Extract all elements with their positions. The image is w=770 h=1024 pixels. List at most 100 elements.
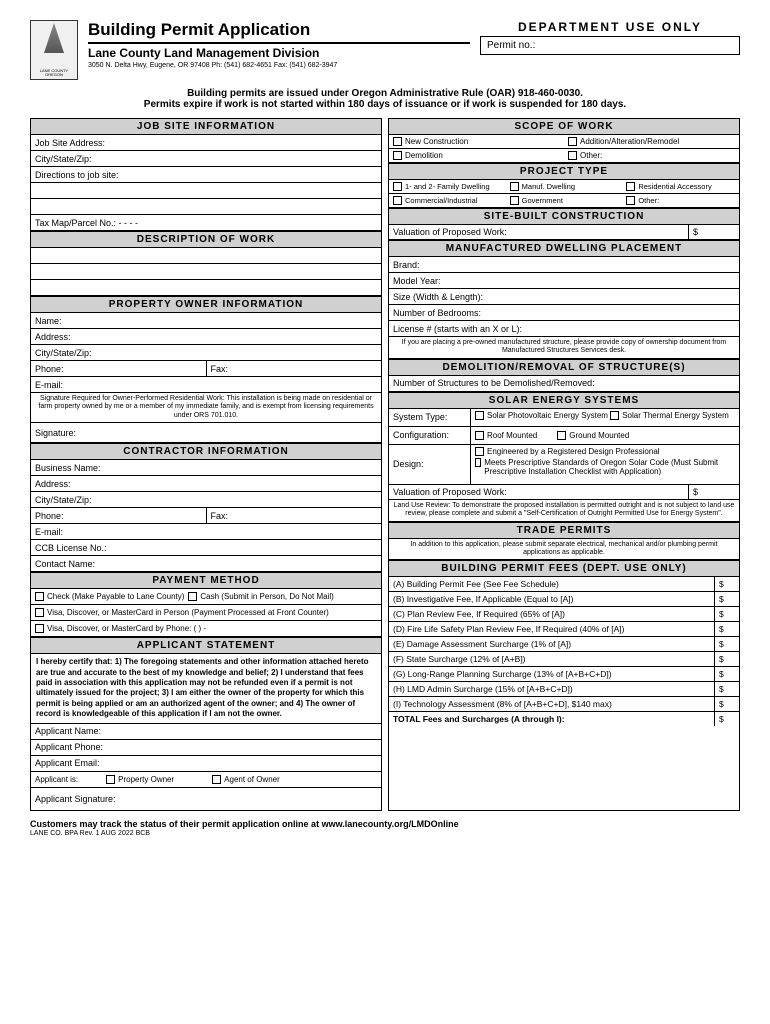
contractor-ccb[interactable]: CCB License No.: bbox=[31, 540, 381, 556]
fee-a: (A) Building Permit Fee (See Fee Schedul… bbox=[389, 577, 739, 592]
applicant-is-label: Applicant is: bbox=[35, 775, 78, 784]
contractor-phone[interactable]: Phone: bbox=[31, 508, 207, 524]
logo-tree-icon bbox=[44, 23, 64, 53]
owner-csz[interactable]: City/State/Zip: bbox=[31, 345, 381, 361]
pay-cash[interactable]: Cash (Submit in Person, Do Not Mail) bbox=[188, 592, 333, 601]
fee-c-amt[interactable]: $ bbox=[715, 607, 739, 621]
job-dir-blank1[interactable] bbox=[31, 183, 381, 199]
fee-d-amt[interactable]: $ bbox=[715, 622, 739, 636]
fee-d: (D) Fire Life Safety Plan Review Fee, If… bbox=[389, 622, 739, 637]
job-csz[interactable]: City/State/Zip: bbox=[31, 151, 381, 167]
pay-card-person[interactable]: Visa, Discover, or MasterCard in Person … bbox=[35, 608, 329, 617]
contractor-address[interactable]: Address: bbox=[31, 476, 381, 492]
fee-b-amt[interactable]: $ bbox=[715, 592, 739, 606]
logo: LANE COUNTY OREGON bbox=[30, 20, 78, 80]
contractor-email[interactable]: E-mail: bbox=[31, 524, 381, 540]
manuf-size[interactable]: Size (Width & Length): bbox=[389, 289, 739, 305]
solar-meets[interactable]: Meets Prescriptive Standards of Oregon S… bbox=[475, 458, 735, 476]
solar-ground[interactable]: Ground Mounted bbox=[557, 431, 629, 440]
demo-num[interactable]: Number of Structures to be Demolished/Re… bbox=[389, 376, 739, 392]
solar-thermal[interactable]: Solar Thermal Energy System bbox=[610, 411, 729, 420]
pay-check[interactable]: Check (Make Payable to Lane County) bbox=[35, 592, 184, 601]
fee-g-amt[interactable]: $ bbox=[715, 667, 739, 681]
owner-address[interactable]: Address: bbox=[31, 329, 381, 345]
dept-use-box: DEPARTMENT USE ONLY Permit no.: bbox=[480, 20, 740, 80]
scope-demo[interactable]: Demolition bbox=[389, 149, 564, 162]
contractor-fax[interactable]: Fax: bbox=[207, 508, 382, 524]
valuation-solar-amount[interactable]: $ bbox=[689, 485, 739, 499]
applicant-is-agent[interactable]: Agent of Owner bbox=[212, 775, 280, 784]
manuf-beds[interactable]: Number of Bedrooms: bbox=[389, 305, 739, 321]
applicant-is-owner[interactable]: Property Owner bbox=[106, 775, 174, 784]
solar-type-opts: Solar Photovoltaic Energy System Solar T… bbox=[471, 409, 739, 426]
section-contractor: CONTRACTOR INFORMATION bbox=[31, 443, 381, 460]
section-demolition: DEMOLITION/REMOVAL OF STRUCTURE(S) bbox=[389, 359, 739, 376]
solar-roof[interactable]: Roof Mounted bbox=[475, 431, 537, 440]
left-column: JOB SITE INFORMATION Job Site Address: C… bbox=[30, 118, 382, 811]
valuation-amount[interactable]: $ bbox=[689, 225, 739, 239]
fee-i-amt[interactable]: $ bbox=[715, 697, 739, 711]
scope-addn[interactable]: Addition/Alteration/Remodel bbox=[564, 135, 739, 148]
desc-blank1[interactable] bbox=[31, 248, 381, 264]
pay-row2: Visa, Discover, or MasterCard in Person … bbox=[31, 605, 381, 621]
scope-new[interactable]: New Construction bbox=[389, 135, 564, 148]
section-manuf-dwelling: MANUFACTURED DWELLING PLACEMENT bbox=[389, 240, 739, 257]
fee-e-amt[interactable]: $ bbox=[715, 637, 739, 651]
footer-track: Customers may track the status of their … bbox=[30, 819, 740, 829]
scope-row1: New Construction Addition/Alteration/Rem… bbox=[389, 135, 739, 149]
proj-manuf[interactable]: Manuf. Dwelling bbox=[506, 180, 623, 193]
owner-phone[interactable]: Phone: bbox=[31, 361, 207, 377]
job-site-address[interactable]: Job Site Address: bbox=[31, 135, 381, 151]
proj-family[interactable]: 1- and 2- Family Dwelling bbox=[389, 180, 506, 193]
applicant-phone[interactable]: Applicant Phone: bbox=[31, 740, 381, 756]
fee-f-amt[interactable]: $ bbox=[715, 652, 739, 666]
contractor-csz[interactable]: City/State/Zip: bbox=[31, 492, 381, 508]
applicant-name[interactable]: Applicant Name: bbox=[31, 724, 381, 740]
applicant-email[interactable]: Applicant Email: bbox=[31, 756, 381, 772]
land-use-note: Land Use Review: To demonstrate the prop… bbox=[389, 500, 739, 522]
fee-h-amt[interactable]: $ bbox=[715, 682, 739, 696]
fee-total-amt[interactable]: $ bbox=[715, 712, 739, 726]
header: LANE COUNTY OREGON Building Permit Appli… bbox=[30, 20, 740, 80]
owner-signature[interactable]: Signature: bbox=[31, 423, 381, 443]
section-trade: TRADE PERMITS bbox=[389, 522, 739, 539]
scope-other[interactable]: Other: bbox=[564, 149, 739, 162]
fee-h: (H) LMD Admin Surcharge (15% of [A+B+C+D… bbox=[389, 682, 739, 697]
applicant-is-row: Applicant is: Property Owner Agent of Ow… bbox=[31, 772, 381, 788]
applicant-statement: I hereby certify that: 1) The foregoing … bbox=[31, 654, 381, 723]
pay-card-phone[interactable]: Visa, Discover, or MasterCard by Phone: … bbox=[35, 624, 206, 633]
tax-map[interactable]: Tax Map/Parcel No.: - - - - bbox=[31, 215, 381, 231]
fee-a-amt[interactable]: $ bbox=[715, 577, 739, 591]
pay-row1: Check (Make Payable to Lane County) Cash… bbox=[31, 589, 381, 605]
proj-other[interactable]: Other: bbox=[622, 194, 739, 207]
proj-comm[interactable]: Commercial/Industrial bbox=[389, 194, 506, 207]
proj-res-acc[interactable]: Residential Accessory bbox=[622, 180, 739, 193]
fee-c: (C) Plan Review Fee, If Required (65% of… bbox=[389, 607, 739, 622]
job-directions[interactable]: Directions to job site: bbox=[31, 167, 381, 183]
valuation-label: Valuation of Proposed Work: bbox=[389, 225, 689, 239]
owner-fax[interactable]: Fax: bbox=[207, 361, 382, 377]
section-scope: SCOPE OF WORK bbox=[389, 119, 739, 135]
proj-gov[interactable]: Government bbox=[506, 194, 623, 207]
manuf-brand[interactable]: Brand: bbox=[389, 257, 739, 273]
footer-rev: LANE CO. BPA Rev. 1 AUG 2022 BCB bbox=[30, 830, 740, 837]
applicant-signature[interactable]: Applicant Signature: bbox=[31, 788, 381, 810]
owner-email[interactable]: E-mail: bbox=[31, 377, 381, 393]
manuf-license[interactable]: License # (starts with an X or L): bbox=[389, 321, 739, 337]
desc-blank2[interactable] bbox=[31, 264, 381, 280]
contractor-biz[interactable]: Business Name: bbox=[31, 460, 381, 476]
logo-text: LANE COUNTY OREGON bbox=[33, 69, 75, 77]
permit-no-field[interactable]: Permit no.: bbox=[480, 36, 740, 55]
solar-pv[interactable]: Solar Photovoltaic Energy System bbox=[475, 411, 608, 420]
job-dir-blank2[interactable] bbox=[31, 199, 381, 215]
manuf-model[interactable]: Model Year: bbox=[389, 273, 739, 289]
section-solar: SOLAR ENERGY SYSTEMS bbox=[389, 392, 739, 409]
owner-name[interactable]: Name: bbox=[31, 313, 381, 329]
title-block: Building Permit Application Lane County … bbox=[88, 20, 470, 80]
desc-blank3[interactable] bbox=[31, 280, 381, 296]
solar-type-row: System Type: Solar Photovoltaic Energy S… bbox=[389, 409, 739, 427]
solar-config-opts: Roof Mounted Ground Mounted bbox=[471, 427, 739, 444]
solar-eng[interactable]: Engineered by a Registered Design Profes… bbox=[475, 447, 660, 456]
contractor-contact[interactable]: Contact Name: bbox=[31, 556, 381, 572]
section-applicant-stmt: APPLICANT STATEMENT bbox=[31, 637, 381, 654]
